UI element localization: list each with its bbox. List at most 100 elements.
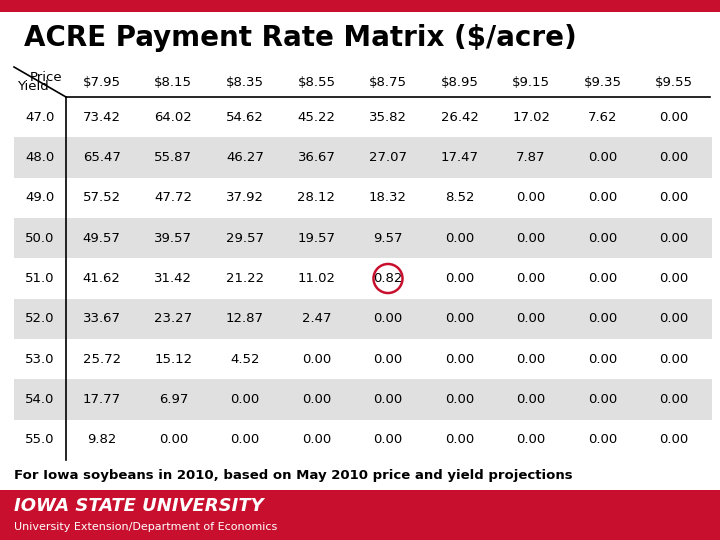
Text: $8.55: $8.55 xyxy=(297,76,336,89)
Text: 57.52: 57.52 xyxy=(83,191,121,204)
Text: 53.0: 53.0 xyxy=(25,353,55,366)
Text: 6.97: 6.97 xyxy=(158,393,188,406)
Text: 0.00: 0.00 xyxy=(588,433,617,447)
Text: 0.00: 0.00 xyxy=(516,191,546,204)
Text: 12.87: 12.87 xyxy=(226,312,264,325)
Text: 27.07: 27.07 xyxy=(369,151,407,164)
Text: 0.00: 0.00 xyxy=(374,393,402,406)
Text: 2.47: 2.47 xyxy=(302,312,331,325)
Text: 55.0: 55.0 xyxy=(25,433,55,447)
Text: 0.00: 0.00 xyxy=(588,353,617,366)
Text: 0.00: 0.00 xyxy=(302,353,331,366)
Bar xyxy=(14,137,712,178)
Text: Price: Price xyxy=(30,71,62,84)
Text: 0.00: 0.00 xyxy=(230,393,259,406)
Text: For Iowa soybeans in 2010, based on May 2010 price and yield projections: For Iowa soybeans in 2010, based on May … xyxy=(14,469,572,482)
Text: 0.00: 0.00 xyxy=(660,191,689,204)
Text: 8.52: 8.52 xyxy=(445,191,474,204)
Text: $8.15: $8.15 xyxy=(154,76,192,89)
Text: 0.00: 0.00 xyxy=(374,353,402,366)
Text: 0.00: 0.00 xyxy=(230,433,259,447)
Text: 0.00: 0.00 xyxy=(516,232,546,245)
Text: 0.00: 0.00 xyxy=(445,353,474,366)
Text: $9.15: $9.15 xyxy=(512,76,550,89)
Text: 0.00: 0.00 xyxy=(660,433,689,447)
Text: 0.00: 0.00 xyxy=(445,272,474,285)
Text: 49.57: 49.57 xyxy=(83,232,121,245)
Text: 73.42: 73.42 xyxy=(83,111,121,124)
Text: 64.02: 64.02 xyxy=(155,111,192,124)
Text: University Extension/Department of Economics: University Extension/Department of Econo… xyxy=(14,523,277,532)
Text: 37.92: 37.92 xyxy=(226,191,264,204)
Text: 11.02: 11.02 xyxy=(297,272,336,285)
Text: 45.22: 45.22 xyxy=(297,111,336,124)
Text: 0.00: 0.00 xyxy=(516,312,546,325)
Text: 17.77: 17.77 xyxy=(83,393,121,406)
Text: 7.87: 7.87 xyxy=(516,151,546,164)
Text: 4.52: 4.52 xyxy=(230,353,260,366)
Text: 19.57: 19.57 xyxy=(297,232,336,245)
Text: 0.00: 0.00 xyxy=(588,232,617,245)
Text: 17.02: 17.02 xyxy=(512,111,550,124)
Text: 55.87: 55.87 xyxy=(154,151,192,164)
Text: 9.82: 9.82 xyxy=(87,433,117,447)
Text: 21.22: 21.22 xyxy=(226,272,264,285)
Text: 18.32: 18.32 xyxy=(369,191,407,204)
Text: IOWA STATE UNIVERSITY: IOWA STATE UNIVERSITY xyxy=(14,497,264,515)
Text: 0.00: 0.00 xyxy=(374,312,402,325)
Text: 0.00: 0.00 xyxy=(445,312,474,325)
Text: 52.0: 52.0 xyxy=(25,312,55,325)
Bar xyxy=(14,299,712,339)
Text: 31.42: 31.42 xyxy=(154,272,192,285)
Text: 28.12: 28.12 xyxy=(297,191,336,204)
Text: 0.00: 0.00 xyxy=(588,191,617,204)
Text: 54.62: 54.62 xyxy=(226,111,264,124)
Text: 33.67: 33.67 xyxy=(83,312,121,325)
Text: 0.00: 0.00 xyxy=(588,272,617,285)
Bar xyxy=(0,0,720,12)
Text: $7.95: $7.95 xyxy=(83,76,121,89)
Text: 0.00: 0.00 xyxy=(445,393,474,406)
Text: 0.00: 0.00 xyxy=(588,393,617,406)
Text: 0.00: 0.00 xyxy=(660,393,689,406)
Text: ACRE Payment Rate Matrix ($/acre): ACRE Payment Rate Matrix ($/acre) xyxy=(24,24,577,52)
Text: $8.35: $8.35 xyxy=(226,76,264,89)
Text: 25.72: 25.72 xyxy=(83,353,121,366)
Text: 29.57: 29.57 xyxy=(226,232,264,245)
Text: 0.00: 0.00 xyxy=(516,272,546,285)
Text: 23.27: 23.27 xyxy=(154,312,192,325)
Text: 0.00: 0.00 xyxy=(516,353,546,366)
Text: 47.72: 47.72 xyxy=(154,191,192,204)
Text: 0.00: 0.00 xyxy=(445,433,474,447)
Text: 17.47: 17.47 xyxy=(441,151,479,164)
Text: 15.12: 15.12 xyxy=(154,353,192,366)
Text: 0.00: 0.00 xyxy=(660,272,689,285)
Text: 9.57: 9.57 xyxy=(373,232,402,245)
Text: $8.75: $8.75 xyxy=(369,76,407,89)
Text: 36.67: 36.67 xyxy=(297,151,336,164)
Text: $8.95: $8.95 xyxy=(441,76,479,89)
Text: 0.00: 0.00 xyxy=(374,433,402,447)
Text: 0.00: 0.00 xyxy=(660,353,689,366)
Text: 7.62: 7.62 xyxy=(588,111,618,124)
Bar xyxy=(14,218,712,258)
Text: 39.57: 39.57 xyxy=(154,232,192,245)
Text: 51.0: 51.0 xyxy=(25,272,55,285)
Text: 41.62: 41.62 xyxy=(83,272,121,285)
Text: 0.00: 0.00 xyxy=(158,433,188,447)
Text: 0.82: 0.82 xyxy=(373,272,402,285)
Text: 49.0: 49.0 xyxy=(25,191,55,204)
Text: 65.47: 65.47 xyxy=(83,151,121,164)
Bar xyxy=(0,490,720,540)
Text: 0.00: 0.00 xyxy=(660,232,689,245)
Text: 50.0: 50.0 xyxy=(25,232,55,245)
Text: 0.00: 0.00 xyxy=(588,312,617,325)
Text: 0.00: 0.00 xyxy=(660,312,689,325)
Text: $9.55: $9.55 xyxy=(655,76,693,89)
Text: 0.00: 0.00 xyxy=(302,393,331,406)
Text: 26.42: 26.42 xyxy=(441,111,479,124)
Text: 46.27: 46.27 xyxy=(226,151,264,164)
Text: 0.00: 0.00 xyxy=(660,151,689,164)
Text: Yield: Yield xyxy=(17,80,49,93)
Text: $9.35: $9.35 xyxy=(584,76,621,89)
